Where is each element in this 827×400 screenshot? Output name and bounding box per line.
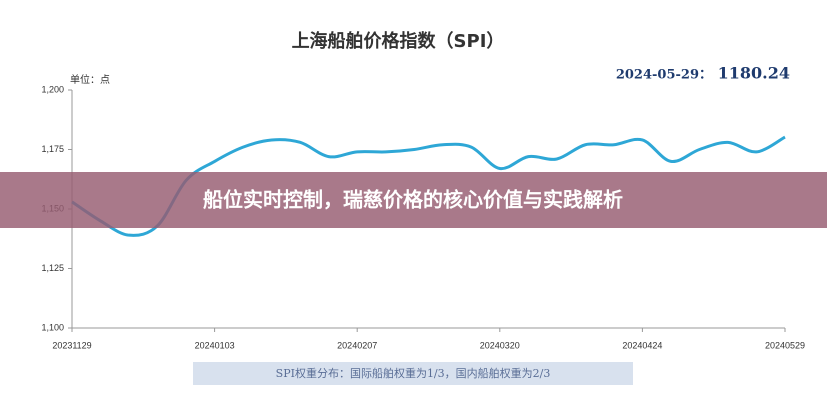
banner — [0, 172, 827, 228]
x-tick-label: 20240320 — [480, 340, 520, 350]
unit-label: 单位：点 — [70, 73, 110, 86]
banner-text: 船位实时控制，瑞慈价格的核心价值与实践解析 — [203, 188, 623, 212]
x-tick-label: 20240103 — [195, 340, 235, 350]
footnote: SPI权重分布：国际船舶权重为1/3，国内船舶权重为2/3 — [276, 366, 551, 380]
x-tick-label: 20240424 — [622, 340, 662, 350]
y-tick-label: 1,200 — [41, 84, 64, 94]
footnote-box — [193, 362, 633, 385]
y-tick-label: 1,125 — [41, 263, 64, 273]
latest-value: 1180.24 — [718, 64, 790, 83]
chart-title: 上海船舶价格指数（SPI） — [292, 30, 505, 52]
latest-date: 2024-05-29： — [616, 68, 712, 83]
x-tick-label: 20240207 — [337, 340, 377, 350]
y-tick-label: 1,100 — [41, 322, 64, 332]
x-tick-label: 20240529 — [765, 340, 805, 350]
x-tick-label: 20231129 — [52, 340, 91, 350]
y-tick-label: 1,175 — [41, 144, 64, 154]
